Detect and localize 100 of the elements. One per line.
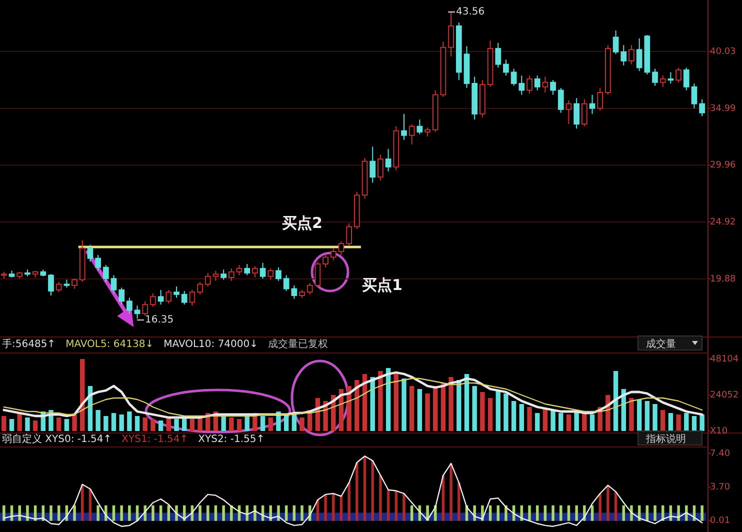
bar [354,380,360,431]
y-tick-label: 24.92 [710,217,736,228]
bar [2,416,6,431]
candlestick [408,124,415,145]
candlestick [102,264,109,282]
bar [378,371,383,431]
bar [402,494,406,521]
bar [472,386,477,431]
bar [198,505,202,521]
bar [410,505,414,521]
bar [480,392,485,431]
bar [174,419,179,431]
bar [504,505,508,521]
bar [473,505,476,521]
bar [456,380,462,431]
bar [268,418,273,431]
y-tick-label: 48104 [710,354,739,364]
bar [582,413,587,431]
candlestick [510,68,517,86]
candlestick [276,266,282,282]
bar [96,410,100,431]
candlestick [346,222,352,246]
candlestick [158,289,164,306]
bar [567,505,570,521]
bar [221,416,226,431]
bar [433,386,438,431]
candlestick [668,72,674,84]
bar [340,496,343,521]
candlestick [416,119,423,135]
bar [134,416,140,431]
bar [542,408,548,431]
bar [363,456,366,521]
y-tick-label: 7.40 [710,448,730,459]
bar [394,374,398,431]
bar [324,494,327,521]
y-tick-label: 0.01 [710,516,730,526]
bar [488,505,492,521]
candlestick [48,274,54,296]
bar [159,505,162,521]
bar [622,505,626,521]
candlestick [660,75,666,88]
bar [119,414,124,431]
bar [552,505,554,521]
text: 指标说明 [645,433,686,445]
candlestick [683,67,690,91]
candlestick [574,98,580,130]
candlestick [212,270,219,282]
bar [496,390,500,431]
bar [356,462,358,521]
bar [630,505,633,521]
text: 手:56485↑ [2,338,56,350]
text: MAVOL10: 74000↓ [164,339,258,350]
annotation: 43.56 [456,6,485,18]
bar [652,404,658,431]
bar [2,505,6,521]
bar [536,505,539,521]
bar [175,505,178,521]
candlestick [204,272,211,287]
bar [534,413,540,431]
bar [654,505,656,521]
candlestick [612,30,619,55]
line-series [3,456,703,527]
candlestick [691,82,698,109]
bar [284,414,289,431]
annotation: 买点2 [282,214,322,232]
annotation: 16.35 [145,314,174,326]
bar [158,420,164,431]
candlestick [118,287,125,306]
candlestick [597,87,604,112]
candlestick [518,75,525,96]
candlestick [110,274,117,294]
candlestick [378,154,384,181]
bar [692,416,697,431]
bar [72,414,77,431]
candlestick [252,266,258,278]
bar [18,505,21,521]
bar [629,398,634,431]
bar [57,505,60,521]
y-tick-label: 29.96 [710,160,736,171]
text: XYS1: -1.54↑ [122,434,188,445]
bar [26,505,29,521]
bar [9,419,14,431]
bar [575,505,578,521]
bar [566,414,572,431]
candlestick [220,269,226,280]
bar [206,505,210,521]
candlestick [620,44,627,66]
candlestick [589,94,596,114]
bar [511,401,516,431]
bar [464,374,470,431]
candlestick [385,148,392,172]
bar [300,418,304,431]
bar [111,413,116,431]
candlestick [448,11,454,57]
candlestick [652,68,658,86]
bar [50,505,52,521]
candlestick [503,59,509,76]
candlestick [581,98,588,127]
bar [346,386,352,431]
bar [120,505,123,521]
